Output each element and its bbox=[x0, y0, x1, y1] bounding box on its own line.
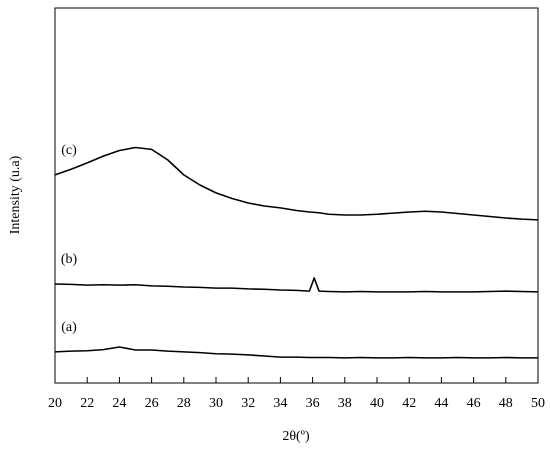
x-tick-label: 32 bbox=[241, 396, 255, 411]
x-tick-label: 46 bbox=[467, 396, 481, 411]
x-tick-label: 28 bbox=[177, 396, 191, 411]
x-tick-label: 48 bbox=[499, 396, 513, 411]
x-tick-label: 38 bbox=[338, 396, 352, 411]
y-axis-label: Intensity (u.a) bbox=[8, 155, 23, 234]
series-label: (a) bbox=[61, 320, 77, 335]
series-line bbox=[54, 146, 539, 221]
x-tick-label: 50 bbox=[531, 396, 545, 411]
plot-frame bbox=[54, 7, 539, 384]
x-tick-label: 20 bbox=[48, 396, 62, 411]
series-label: (c) bbox=[61, 143, 77, 158]
x-tick-label: 24 bbox=[112, 396, 126, 411]
x-tick-label: 22 bbox=[80, 396, 94, 411]
x-tick-label: 34 bbox=[273, 396, 287, 411]
x-tick-label: 40 bbox=[370, 396, 384, 411]
x-tick-label: 26 bbox=[145, 396, 159, 411]
series-line bbox=[54, 277, 539, 293]
series-label: (b) bbox=[61, 252, 78, 267]
x-tick-label: 42 bbox=[402, 396, 416, 411]
x-axis-label: 2θ(º) bbox=[282, 429, 310, 444]
x-tick-label: 30 bbox=[209, 396, 223, 411]
series-line bbox=[54, 346, 538, 359]
x-tick-label: 36 bbox=[306, 396, 320, 411]
x-tick-label: 44 bbox=[434, 396, 448, 411]
